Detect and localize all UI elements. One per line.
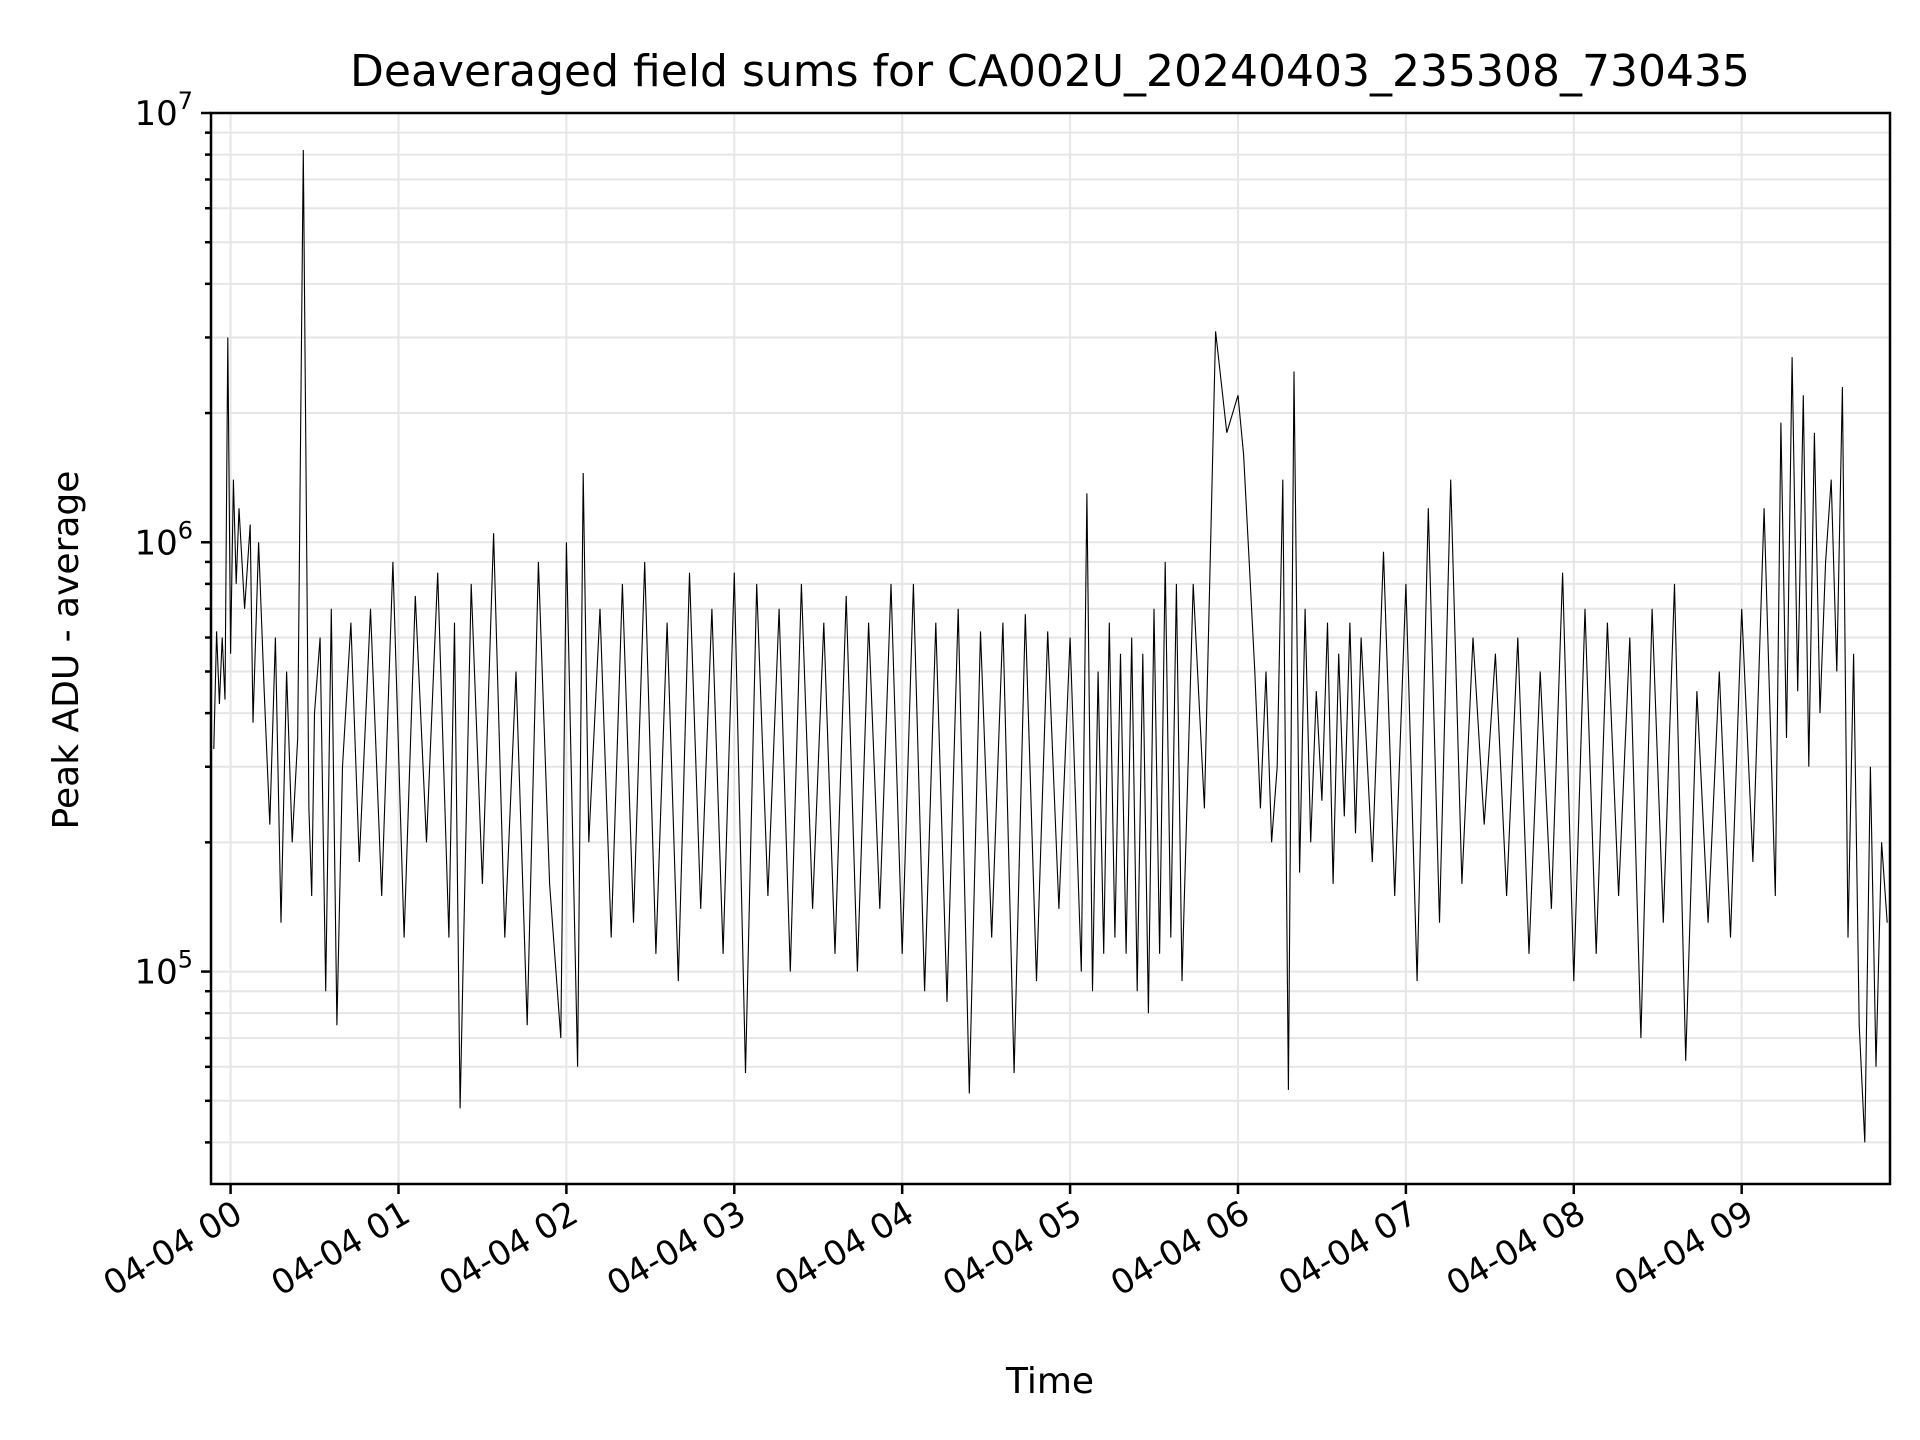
y-tick-label: 107 xyxy=(134,87,193,134)
y-axis: 105 106 107 xyxy=(134,87,211,1144)
x-axis-label: Time xyxy=(1005,1361,1094,1402)
y-tick-label: 106 xyxy=(134,516,193,563)
plot-frame xyxy=(209,111,1892,1186)
chart-title: Deaveraged field sums for CA002U_2024040… xyxy=(350,46,1750,97)
y-axis-label: Peak ADU - average xyxy=(46,471,87,830)
series-line xyxy=(213,149,1888,1143)
y-tick-label: 105 xyxy=(134,946,193,993)
